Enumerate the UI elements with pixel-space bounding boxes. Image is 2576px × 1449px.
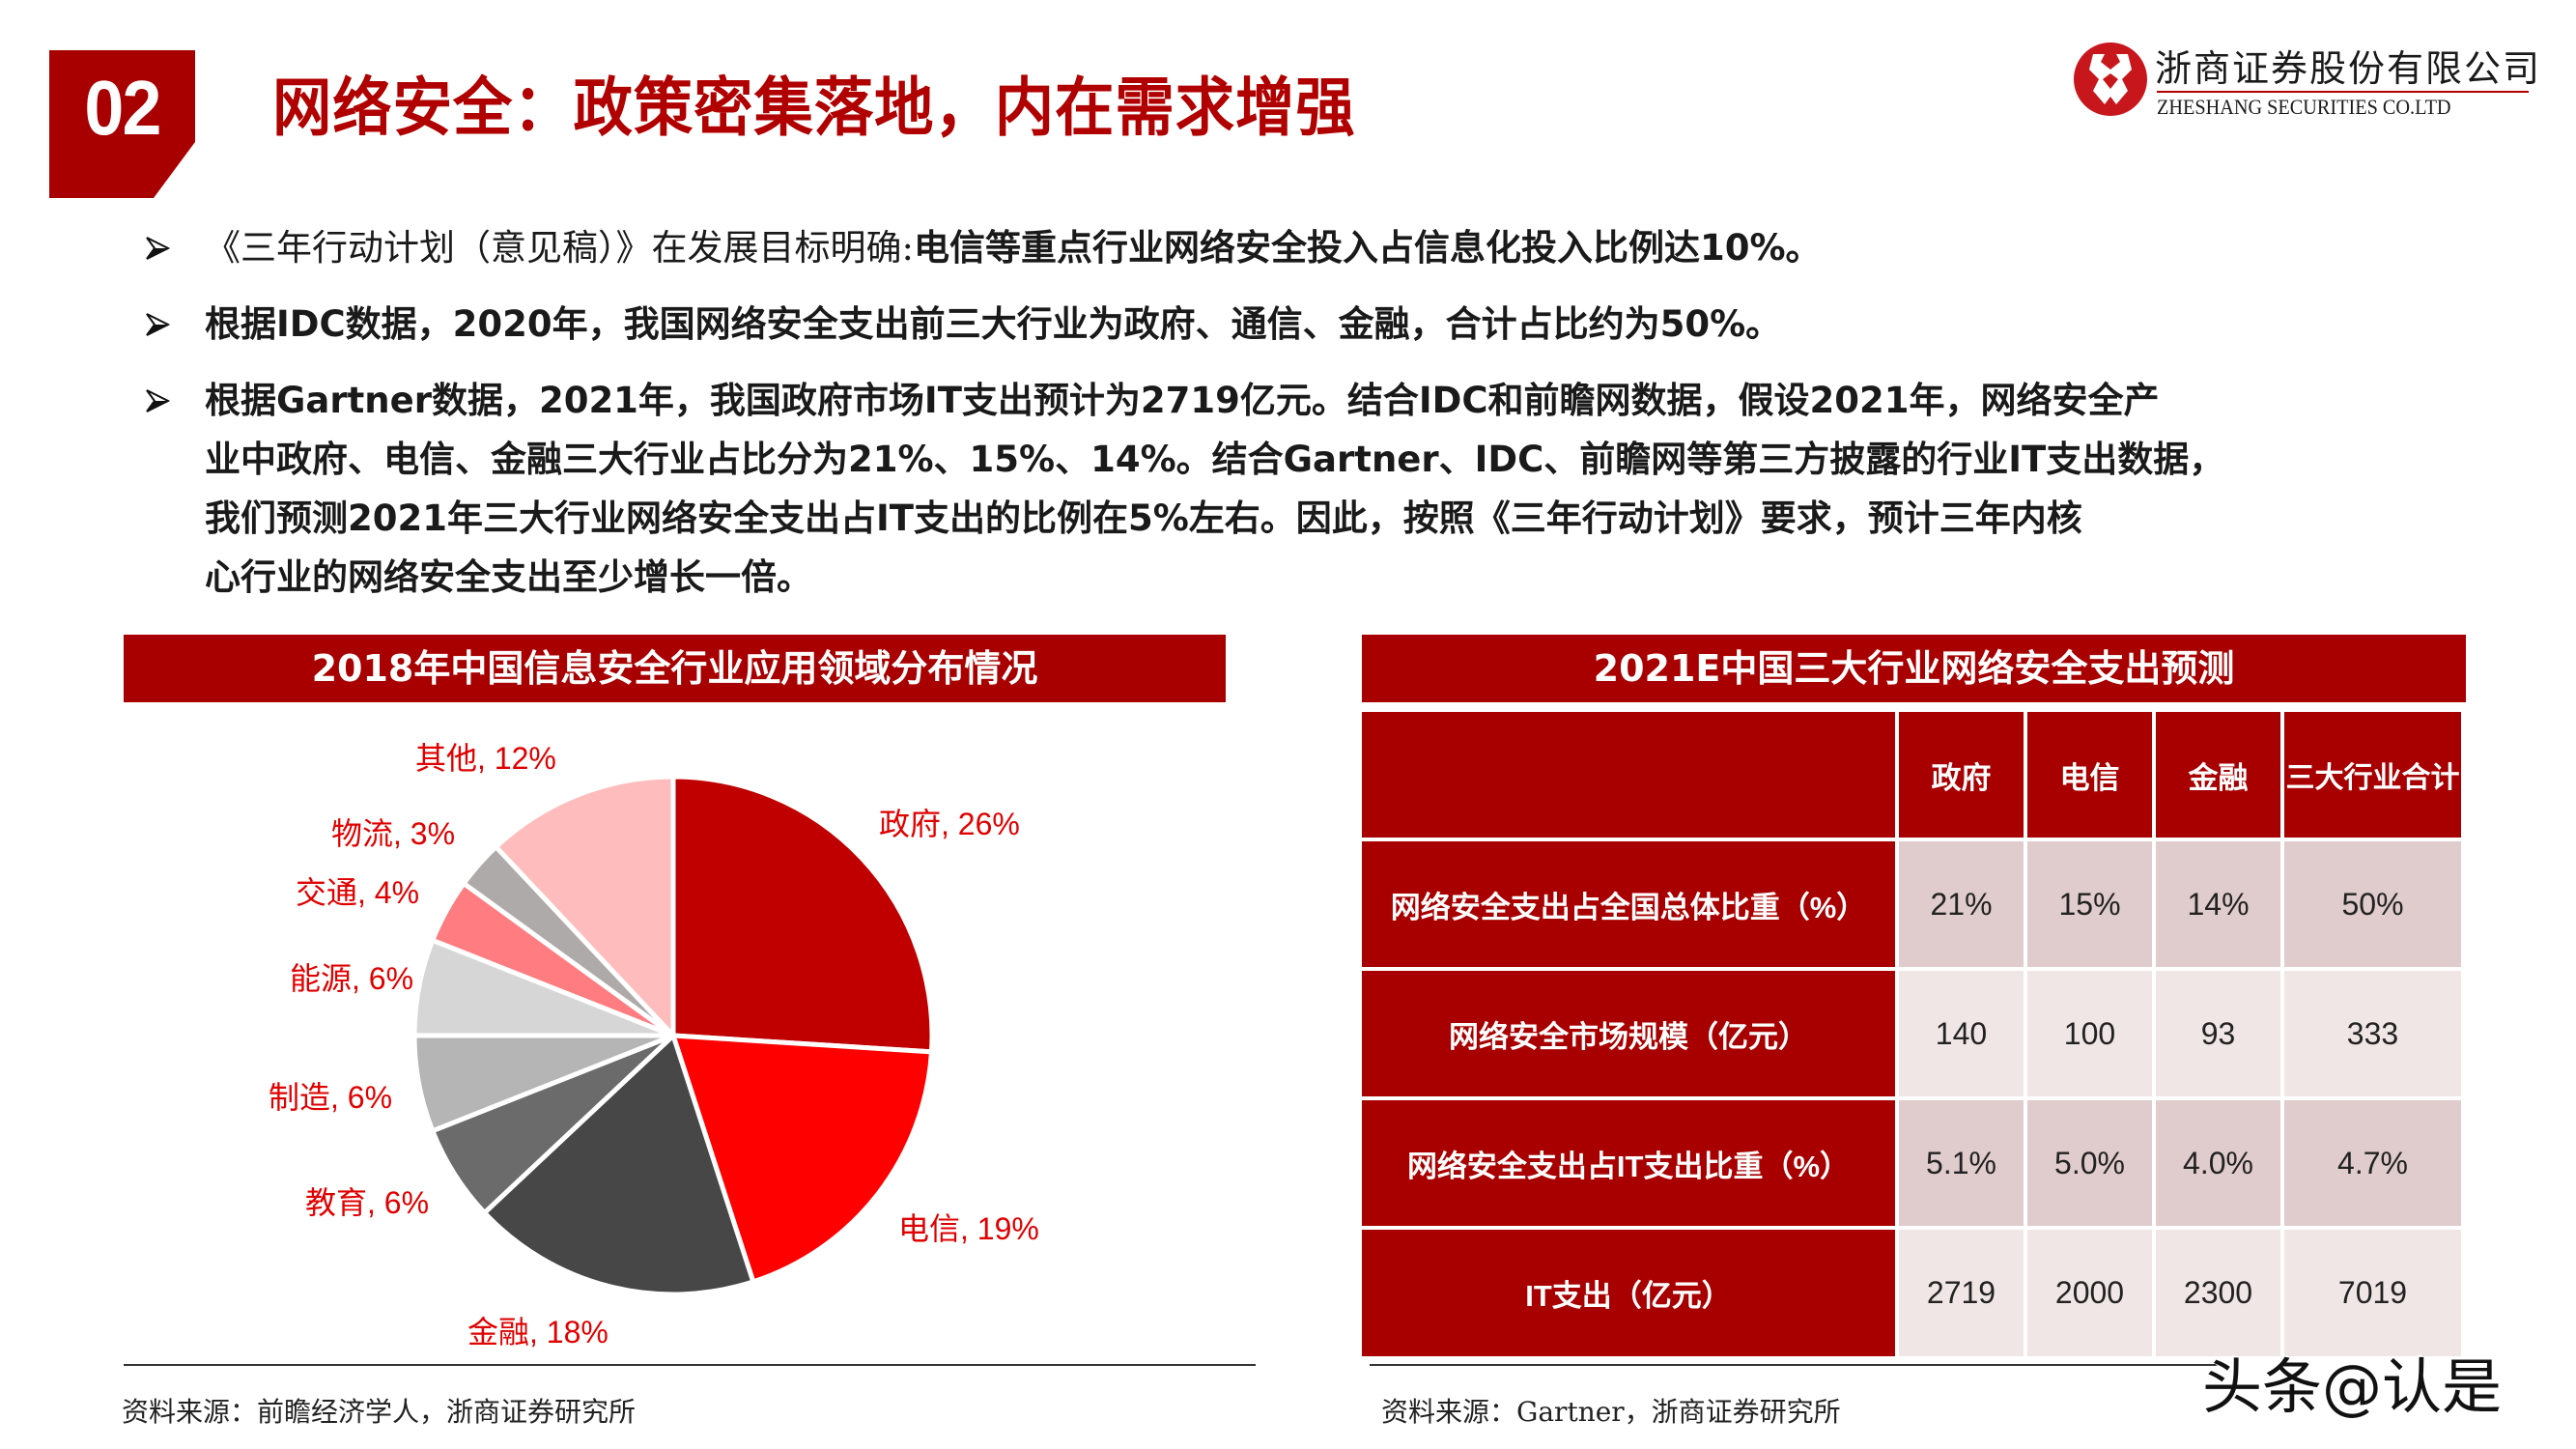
pie-slice-政府 — [670, 774, 935, 1055]
column-header-telecom: 电信 — [2027, 712, 2152, 838]
table-cell: 100 — [2027, 971, 2152, 1096]
arrow-bullet-icon — [146, 313, 170, 336]
logo-name-en: ZHESHANG SECURITIES CO.LTD — [2157, 95, 2451, 119]
zheshang-logo-icon — [2074, 43, 2147, 116]
table-cell: 4.0% — [2156, 1100, 2280, 1226]
arrow-bullet-icon — [146, 389, 170, 412]
logo-divider — [2157, 91, 2529, 93]
column-header-finance: 金融 — [2156, 712, 2280, 838]
table-cell: 5.0% — [2027, 1100, 2152, 1226]
table-row: 网络安全支出占全国总体比重（%） 21% 15% 14% 50% — [1362, 841, 2461, 967]
column-header-blank — [1362, 712, 1895, 838]
row-label: 网络安全支出占IT支出比重（%） — [1362, 1100, 1895, 1226]
pie-label-energy: 能源, 6% — [290, 961, 414, 996]
table-cell: 15% — [2027, 841, 2152, 967]
row-label: IT支出（亿元） — [1362, 1230, 1895, 1356]
bullet-text-line: 业中政府、电信、金融三大行业占比分为21%、15%、14%。结合Gartner、… — [205, 439, 2225, 480]
arrow-bullet-icon — [146, 237, 170, 260]
table-row: 网络安全支出占IT支出比重（%） 5.1% 5.0% 4.0% 4.7% — [1362, 1100, 2461, 1226]
watermark: 头条@认是 — [2202, 1351, 2503, 1422]
badge-shape — [49, 50, 195, 198]
table-cell: 4.7% — [2284, 1100, 2461, 1226]
column-header-total: 三大行业合计 — [2284, 712, 2461, 838]
table-cell: 93 — [2156, 971, 2280, 1096]
left-source-note: 资料来源：前瞻经济学人，浙商证券研究所 — [122, 1396, 637, 1428]
row-label: 网络安全市场规模（亿元） — [1362, 971, 1895, 1096]
table-header-row: 政府 电信 金融 三大行业合计 — [1362, 712, 2461, 838]
pie-label-logistics: 物流, 3% — [331, 816, 456, 851]
table-cell: 2300 — [2156, 1230, 2280, 1356]
bullet-text-bold: 电信等重点行业网络安全投入占信息化投入比例达10%。 — [913, 227, 1822, 269]
pie-label-finance: 金融, 18% — [467, 1315, 609, 1350]
table-cell: 5.1% — [1899, 1100, 2024, 1226]
table-row: 网络安全市场规模（亿元） 140 100 93 333 — [1362, 971, 2461, 1096]
pie-slice-其他 — [493, 774, 676, 1042]
table-cell: 14% — [2156, 841, 2280, 967]
table-cell: 333 — [2284, 971, 2461, 1096]
table-cell: 2719 — [1899, 1230, 2024, 1356]
table-cell: 50% — [2284, 841, 2461, 967]
table-title: 2021E中国三大行业网络安全支出预测 — [1362, 635, 2466, 702]
pie-chart-svg — [411, 774, 935, 1297]
column-header-gov: 政府 — [1899, 712, 2024, 838]
bullet-text-bold: 根据IDC数据，2020年，我国网络安全支出前三大行业为政府、通信、金融，合计占… — [205, 303, 1782, 345]
forecast-table: 政府 电信 金融 三大行业合计 网络安全支出占全国总体比重（%） 21% 15%… — [1358, 708, 2465, 1360]
pie-slice-金融 — [481, 1031, 756, 1297]
pie-chart-title: 2018年中国信息安全行业应用领域分布情况 — [124, 635, 1226, 702]
bullet-text-line: 根据Gartner数据，2021年，我国政府市场IT支出预计为2719亿元。结合… — [205, 380, 2160, 421]
section-number: 02 — [84, 65, 161, 151]
table-cell: 140 — [1899, 971, 2024, 1096]
pie-label-telecom: 电信, 19% — [898, 1211, 1039, 1246]
table-row: IT支出（亿元） 2719 2000 2300 7019 — [1362, 1230, 2461, 1356]
page-title: 网络安全：政策密集落地，内在需求增强 — [272, 71, 1356, 145]
left-source-divider — [124, 1364, 1256, 1366]
row-label: 网络安全支出占全国总体比重（%） — [1362, 841, 1895, 967]
table-cell: 21% — [1899, 841, 2024, 967]
pie-slice-电信 — [669, 1033, 935, 1286]
section-number-badge: 02 — [49, 50, 195, 198]
pie-label-education: 教育, 6% — [305, 1185, 430, 1220]
logo-name-cn: 浙商证券股份有限公司 — [2155, 47, 2542, 90]
bullet-text-light: 《三年行动计划（意见稿）》在发展目标明确: — [205, 227, 914, 269]
pie-label-other: 其他, 12% — [415, 741, 556, 776]
company-logo: 浙商证券股份有限公司 ZHESHANG SECURITIES CO.LTD — [2072, 37, 2555, 120]
pie-label-manufacturing: 制造, 6% — [269, 1080, 393, 1115]
pie-label-gov: 政府, 26% — [879, 807, 1020, 841]
table-cell: 7019 — [2284, 1230, 2461, 1356]
bullet-text-line: 我们预测2021年三大行业网络安全支出占IT支出的比例在5%左右。因此，按照《三… — [205, 497, 2082, 539]
right-source-divider — [1370, 1364, 2220, 1366]
table-cell: 2000 — [2027, 1230, 2152, 1356]
bullet-text-line: 心行业的网络安全支出至少增长一倍。 — [205, 556, 812, 598]
pie-chart: 政府, 26% 电信, 19% 金融, 18% 教育, 6% 制造, 6% 能源… — [0, 0, 1256, 1372]
pie-label-transport: 交通, 4% — [296, 875, 420, 910]
right-source-note: 资料来源：Gartner，浙商证券研究所 — [1381, 1396, 1841, 1428]
